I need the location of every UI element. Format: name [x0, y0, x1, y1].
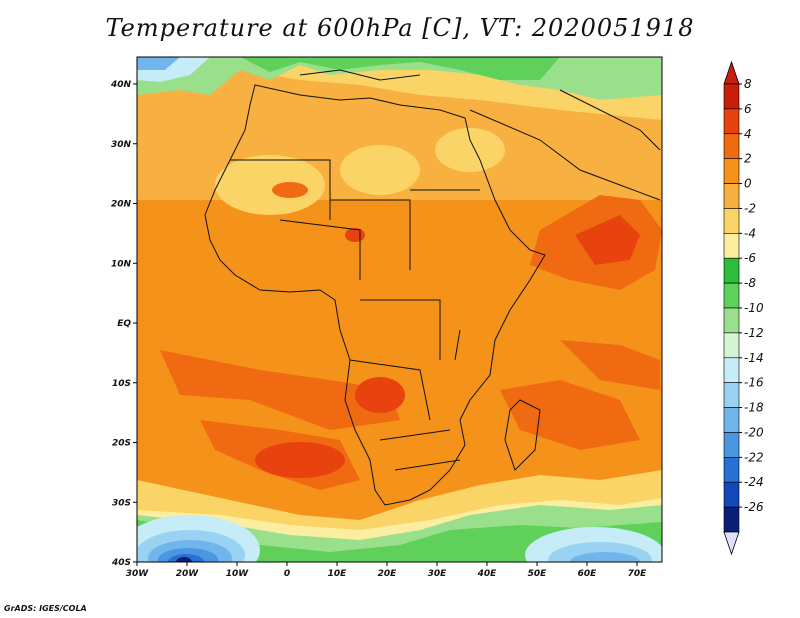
colorbar-segment	[723, 307, 740, 334]
map-title: Temperature at 600hPa [C], VT: 202005191…	[105, 14, 695, 42]
colorbar-segment	[723, 382, 740, 408]
colorbar-label: -10	[744, 301, 764, 315]
credit-label: GrADS: IGES/COLA	[4, 604, 87, 613]
colorbar-bottom-arrow	[723, 531, 740, 556]
lon-tick-label: 30E	[428, 569, 448, 579]
lon-tick-label: 40E	[477, 569, 498, 579]
lon-tick-label: 60E	[578, 569, 598, 579]
colorbar-segment	[723, 457, 740, 483]
lat-tick-label: EQ	[117, 319, 131, 329]
colorbar-segment	[723, 133, 740, 159]
axis-ticks: 30W 20W 10W 0 10E 20E 30E 40E 50E 60E 70E 40N 30N 20N…	[110, 80, 647, 579]
lat-tick-label: 40S	[111, 558, 131, 568]
lon-tick-label: 70E	[628, 569, 648, 579]
lat-tick-label: 20S	[112, 439, 131, 449]
colorbar-label: 0	[744, 177, 752, 191]
colorbar-segment	[723, 332, 740, 359]
colorbar-segment	[723, 208, 740, 234]
colorbar-label: -4	[744, 226, 756, 240]
colorbar-label: -12	[744, 326, 764, 340]
lon-tick-label: 50E	[528, 569, 548, 579]
colorbar-segment	[723, 481, 740, 508]
colorbar: 8 6 4 2 0 -2 -4 -6 -8 -10 -12 -14 -16 -18 -20 -22 -24 -26	[723, 60, 764, 556]
colorbar-label: 2	[744, 152, 752, 166]
colorbar-segment	[723, 407, 740, 433]
colorbar-segment	[723, 506, 740, 533]
colorbar-label: 8	[744, 77, 752, 91]
colorbar-top-arrow	[723, 60, 740, 85]
lon-tick-label: 10E	[328, 569, 348, 579]
colorbar-label: -22	[744, 450, 764, 464]
colorbar-segment	[723, 183, 740, 209]
lon-tick-label: 0	[284, 569, 290, 579]
colorbar-label: -24	[744, 475, 764, 489]
lat-tick-label: 10N	[111, 259, 132, 269]
colorbar-segment	[723, 357, 740, 383]
colorbar-label: -20	[744, 425, 764, 439]
colorbar-segment	[723, 108, 740, 135]
colorbar-segment	[723, 83, 740, 110]
colorbar-label: -18	[744, 401, 764, 415]
lat-tick-label: 30N	[111, 140, 132, 150]
lat-tick-label: 10S	[112, 379, 131, 389]
colorbar-label: -2	[744, 201, 756, 215]
lon-tick-label: 30W	[126, 569, 150, 579]
colorbar-label: 6	[744, 102, 752, 116]
lat-tick-label: 20N	[111, 200, 132, 210]
colorbar-label: -26	[744, 500, 764, 514]
map-frame	[136, 56, 663, 563]
temperature-field	[137, 57, 662, 562]
colorbar-label: -6	[744, 251, 756, 265]
lat-tick-label: 40N	[110, 80, 132, 90]
colorbar-segment	[723, 432, 740, 458]
lon-tick-label: 20E	[378, 569, 398, 579]
colorbar-segment	[723, 158, 740, 184]
colorbar-segment	[723, 282, 740, 309]
lon-tick-label: 20W	[176, 569, 200, 579]
colorbar-label: -14	[744, 351, 764, 365]
colorbar-label: -8	[744, 276, 756, 290]
coastlines	[204, 69, 661, 506]
colorbar-segment	[723, 257, 740, 284]
lat-tick-label: 30S	[112, 498, 131, 508]
colorbar-label: 4	[744, 127, 752, 141]
colorbar-label: -16	[744, 376, 764, 390]
colorbar-segment	[723, 233, 740, 259]
lon-tick-label: 10W	[226, 569, 250, 579]
